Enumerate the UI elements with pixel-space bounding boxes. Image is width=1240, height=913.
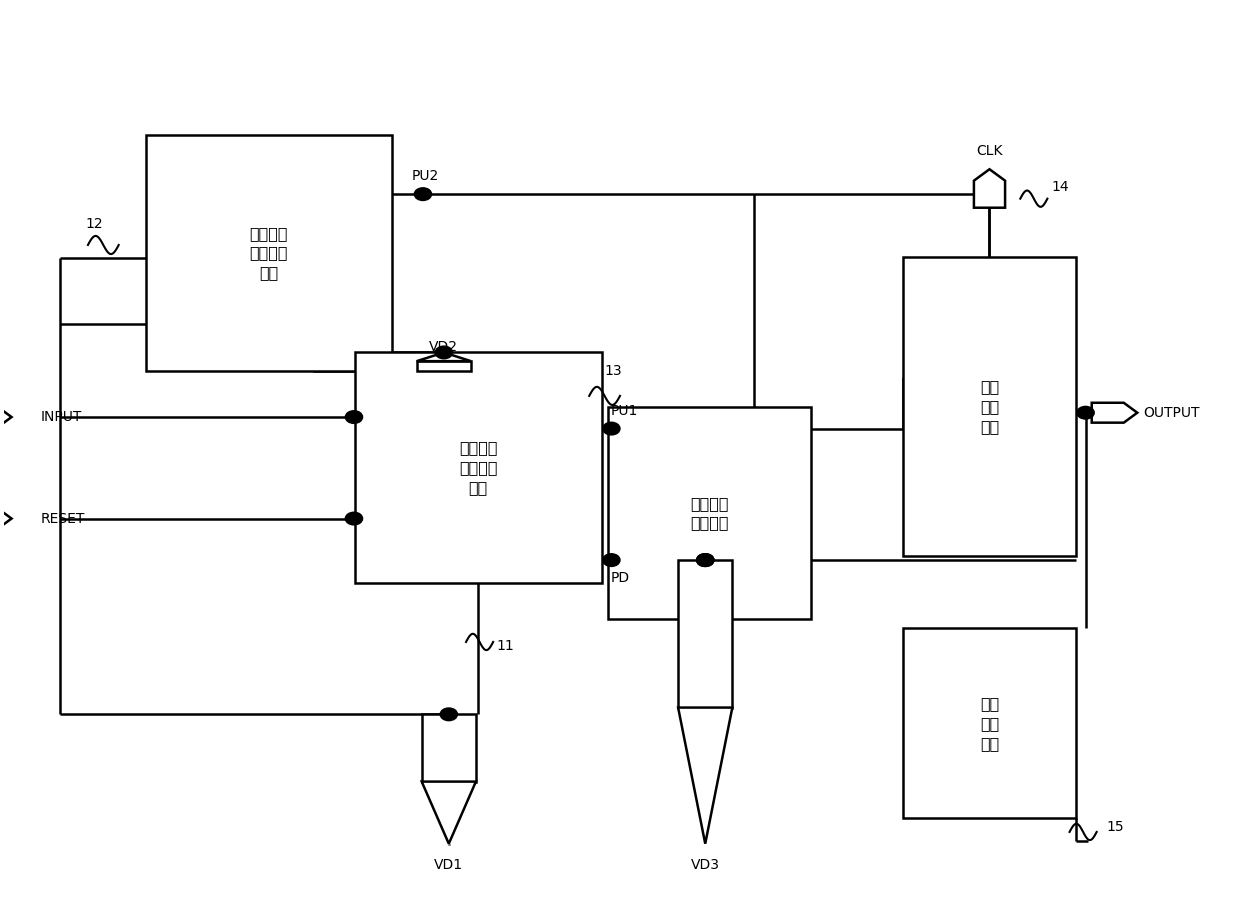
- FancyBboxPatch shape: [417, 362, 471, 371]
- Text: RESET: RESET: [41, 511, 86, 526]
- Polygon shape: [0, 407, 11, 427]
- Circle shape: [1078, 406, 1094, 419]
- Circle shape: [697, 554, 714, 566]
- Circle shape: [603, 422, 620, 435]
- Polygon shape: [1091, 403, 1137, 423]
- Text: 输出
上拉
电路: 输出 上拉 电路: [980, 380, 999, 434]
- Polygon shape: [973, 169, 1006, 208]
- Text: VD3: VD3: [691, 858, 719, 872]
- Text: 输出
下拉
电路: 输出 下拉 电路: [980, 696, 999, 750]
- Circle shape: [697, 554, 714, 566]
- Circle shape: [414, 188, 432, 201]
- Circle shape: [345, 512, 362, 525]
- FancyBboxPatch shape: [146, 135, 392, 371]
- Text: CLK: CLK: [976, 144, 1003, 158]
- Text: 下拉节点
控制电路: 下拉节点 控制电路: [689, 496, 729, 530]
- Text: INPUT: INPUT: [41, 410, 83, 424]
- Text: 第一上拉
节点控制
电路: 第一上拉 节点控制 电路: [459, 440, 497, 495]
- Text: 第二上拉
节点控制
电路: 第二上拉 节点控制 电路: [249, 226, 288, 280]
- Text: PU2: PU2: [412, 169, 439, 184]
- Text: PU1: PU1: [610, 404, 637, 418]
- Text: 13: 13: [604, 363, 621, 378]
- FancyBboxPatch shape: [903, 628, 1076, 818]
- Text: 11: 11: [497, 639, 515, 654]
- FancyBboxPatch shape: [355, 352, 601, 583]
- Circle shape: [697, 554, 714, 566]
- Polygon shape: [417, 352, 471, 362]
- FancyBboxPatch shape: [608, 407, 811, 619]
- FancyBboxPatch shape: [678, 560, 733, 708]
- Text: VD2: VD2: [429, 341, 459, 354]
- Circle shape: [440, 708, 458, 720]
- Polygon shape: [678, 708, 733, 844]
- Text: 12: 12: [86, 216, 103, 230]
- Polygon shape: [0, 509, 11, 529]
- FancyBboxPatch shape: [903, 257, 1076, 556]
- Polygon shape: [422, 782, 476, 844]
- Text: VD1: VD1: [434, 858, 464, 872]
- Text: OUTPUT: OUTPUT: [1143, 405, 1200, 420]
- Text: 14: 14: [1052, 180, 1069, 194]
- Circle shape: [435, 346, 453, 359]
- Circle shape: [603, 554, 620, 566]
- FancyBboxPatch shape: [422, 714, 476, 782]
- Text: 15: 15: [1106, 821, 1125, 834]
- Text: PD: PD: [610, 571, 629, 585]
- Circle shape: [345, 411, 362, 424]
